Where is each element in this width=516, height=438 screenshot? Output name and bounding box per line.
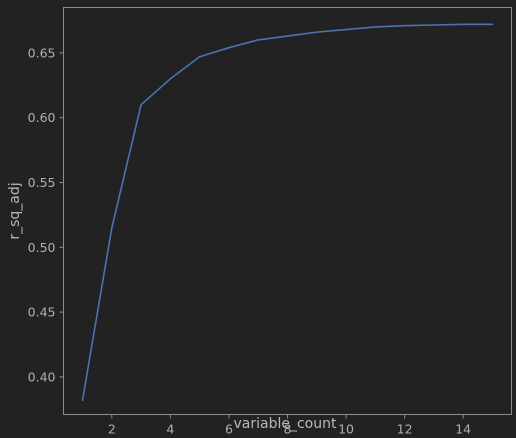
data-point [433,24,435,26]
y-axis-ticks: 0.40 0.45 0.50 0.55 0.60 0.65 [28,45,64,384]
y-tick-label: 0.40 [28,369,56,384]
x-axis-label: variable_count [234,416,337,432]
x-tick-label: 12 [397,422,413,437]
series-layer [81,23,494,402]
series-line [81,23,493,401]
x-axis-ticks: 2 4 6 8 10 12 14 [108,414,471,437]
y-tick-label: 0.45 [28,305,56,320]
data-point [228,46,230,49]
x-tick-label: 8 [284,422,292,437]
data-point [345,28,347,31]
data-point [198,55,201,58]
y-tick-label: 0.65 [28,45,56,60]
data-point [140,103,142,106]
data-point [257,39,260,41]
data-point [111,227,113,229]
data-point [286,35,289,37]
plot-frame [63,7,512,415]
x-tick-label: 2 [108,422,116,437]
x-tick-label: 14 [455,422,471,437]
x-tick-label: 6 [225,422,233,437]
data-point [315,31,318,33]
data-point [403,24,406,27]
y-axis-label: r_sq_adj [7,182,23,239]
data-point [374,26,377,28]
data-point [81,399,84,402]
data-point [462,23,464,26]
x-tick-label: 10 [338,422,354,437]
data-point [169,77,172,80]
y-tick-label: 0.50 [28,240,56,255]
x-tick-label: 4 [166,422,174,437]
data-point [491,23,494,26]
y-tick-label: 0.60 [28,110,56,125]
y-tick-label: 0.55 [28,175,56,190]
